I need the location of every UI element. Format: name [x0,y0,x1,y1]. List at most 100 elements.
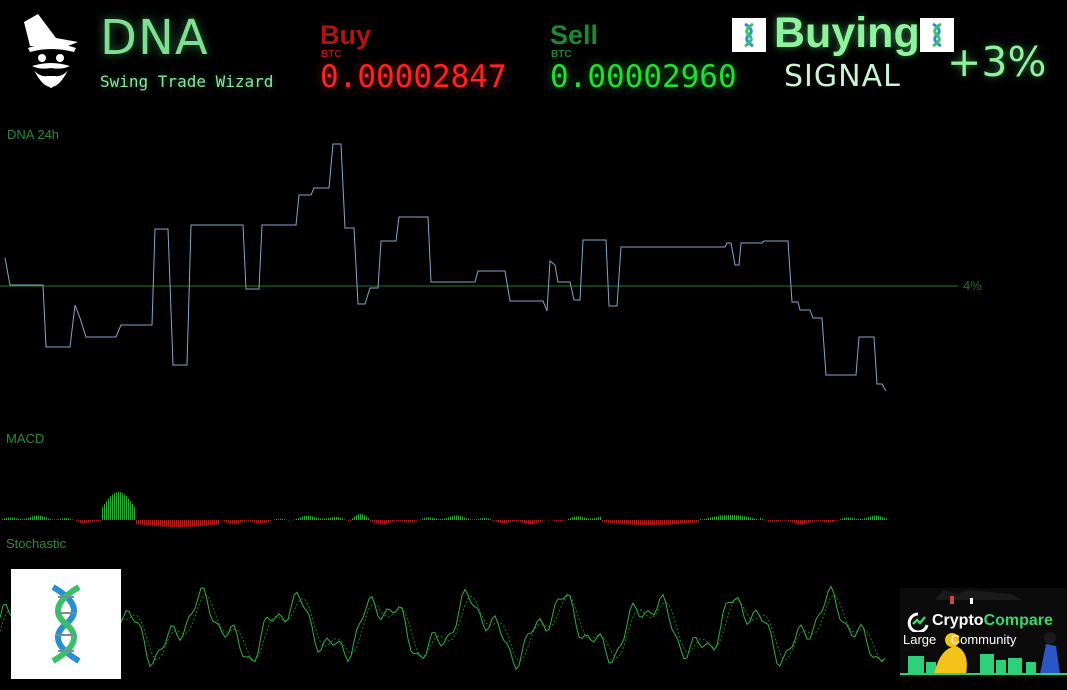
macd-bar [644,520,645,525]
cryptocompare-banner[interactable]: CryptoCompare Large Community [900,588,1067,678]
macd-bar [38,515,39,520]
macd-bar [694,520,695,523]
macd-bar [714,516,715,520]
macd-bar [640,520,641,525]
macd-bar [116,492,117,520]
stochastic-d-line [0,594,886,662]
macd-bar [178,520,179,527]
macd-bar [592,518,593,520]
macd-bar [628,520,629,525]
macd-bar [316,517,317,520]
macd-bar [184,520,185,527]
macd-bar [558,520,559,522]
macd-bar [692,520,693,523]
macd-bar [576,516,577,520]
macd-bar [724,515,725,520]
macd-bar [762,518,763,520]
macd-bar [834,520,835,522]
macd-bar [136,520,137,525]
macd-bar [172,520,173,527]
macd-bar [254,520,255,523]
macd-bar [92,520,93,522]
macd-bar [354,516,355,520]
macd-bar [746,516,747,520]
macd-bar [164,520,165,527]
macd-bar [678,520,679,524]
macd-bar [226,520,227,523]
macd-bar [486,518,487,520]
macd-bar [24,518,25,520]
macd-bar [218,520,219,525]
macd-bar [510,520,511,523]
macd-bar [446,518,447,520]
macd-bar [394,520,395,522]
macd-bar [538,520,539,523]
macd-bar [16,518,17,520]
macd-bar [462,516,463,520]
macd-bar [88,520,89,523]
macd-bar [188,520,189,527]
macd-bar [754,518,755,520]
macd-bar [104,503,105,520]
macd-bar [236,520,237,524]
macd-bar [788,520,789,522]
macd-bar [242,520,243,523]
macd-bar [84,520,85,524]
macd-bar [572,517,573,520]
macd-bar [864,518,865,520]
macd-bar [248,520,249,522]
macd-bar [590,518,591,520]
macd-bar [106,501,107,520]
macd-bar [690,520,691,523]
macd-bar [434,518,435,520]
macd-bar [274,519,275,520]
macd-bar [32,516,33,520]
macd-bar [854,518,855,520]
macd-bar [138,520,139,525]
macd-bar [656,520,657,525]
macd-bar [704,518,705,520]
macd-bar [28,517,29,520]
wizard-logo-icon [18,12,84,98]
macd-bar [442,518,443,520]
macd-bar [302,516,303,520]
macd-bar [642,520,643,525]
macd-bar [502,520,503,524]
macd-bar [452,516,453,520]
macd-bar [822,520,823,522]
macd-bar [596,517,597,520]
app-subtitle: Swing Trade Wizard [100,72,274,91]
macd-bar [876,515,877,520]
app-title: DNA [100,10,209,66]
macd-bar [708,517,709,520]
macd-bar [118,492,119,520]
cryptocompare-brand-prefix: Crypto [932,612,984,629]
macd-bar [836,520,837,521]
macd-bar [120,492,121,520]
macd-bar [108,498,109,520]
macd-bar [422,518,423,520]
macd-bar [632,520,633,525]
macd-bar [150,520,151,526]
macd-bar [542,520,543,522]
macd-bar [800,520,801,525]
macd-bar [400,520,401,522]
buy-price: 0.00002847 [320,59,507,95]
macd-bar [816,520,817,522]
macd-bar [102,506,103,520]
macd-bar [768,520,769,522]
macd-bar [356,515,357,520]
macd-bar [700,518,701,520]
macd-bar [534,520,535,524]
macd-bar [30,517,31,520]
dna-coin-icon [920,18,954,52]
macd-bar [2,519,3,520]
macd-bar [494,520,495,521]
macd-bar [14,517,15,520]
macd-bar [682,520,683,524]
macd-bar [352,518,353,520]
macd-bar [480,518,481,520]
macd-bar [200,520,201,527]
macd-bar [562,520,563,521]
macd-bar [384,520,385,525]
